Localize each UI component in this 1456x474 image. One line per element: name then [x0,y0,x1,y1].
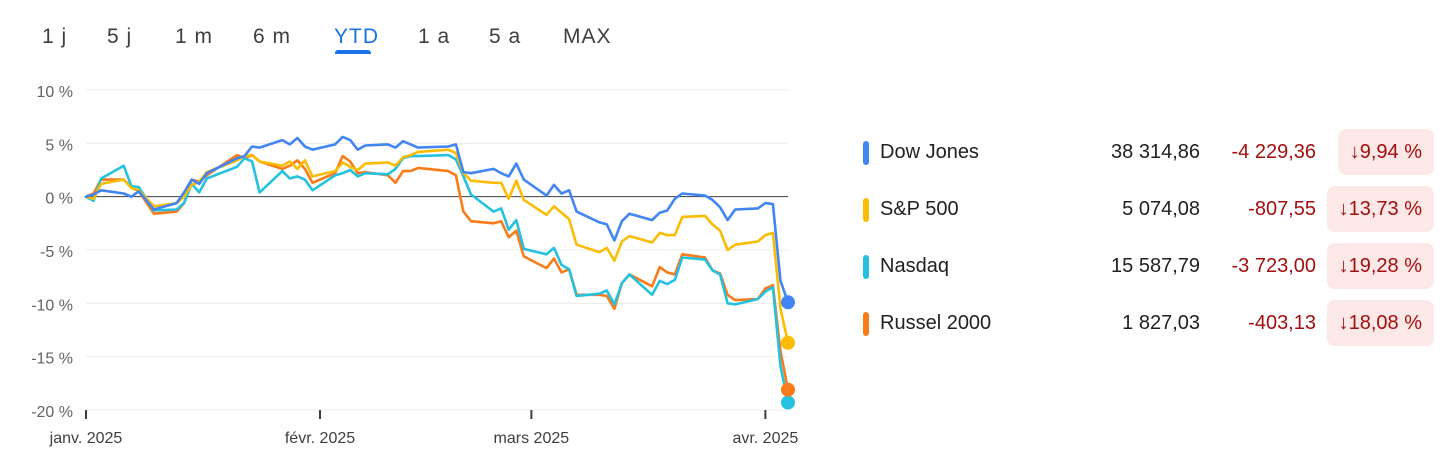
legend-name: Russel 2000 [880,312,992,334]
tab-1-month[interactable]: 1 m [175,25,214,48]
tab-1-day[interactable]: 1 j [42,25,68,48]
legend-swatch [863,255,869,279]
y-tick-label: 5 % [45,137,73,154]
arrow-down-icon: ↓ [1338,255,1349,277]
legend-row-sp-500[interactable]: S&P 500 5 074,08 -807,55 ↓13,73 % [858,186,1438,234]
series-end-point-nasdaq [781,395,795,410]
series-line-russel-2000 [84,153,790,392]
legend-swatch [863,141,869,165]
legend-percent: 13,73 % [1348,198,1422,220]
y-tick-label: -5 % [40,244,73,261]
tab-5-years[interactable]: 5 a [489,25,522,48]
legend-name: Nasdaq [880,255,949,277]
arrow-down-icon: ↓ [1338,198,1349,220]
legend-percent: 18,08 % [1348,312,1422,334]
x-tick-label: févr. 2025 [285,430,355,447]
tab-ytd[interactable]: YTD [334,25,379,48]
legend-row-dow-jones[interactable]: Dow Jones 38 314,86 -4 229,36 ↓9,94 % [858,129,1438,177]
legend-name: Dow Jones [880,141,979,163]
x-tick-label: avr. 2025 [732,430,798,447]
legend-name: S&P 500 [880,198,959,220]
tab-5-days[interactable]: 5 j [107,25,133,48]
legend-percent: 19,28 % [1348,255,1422,277]
legend-row-russel-2000[interactable]: Russel 2000 1 827,03 -403,13 ↓18,08 % [858,300,1438,348]
y-tick-label: -10 % [31,297,73,314]
y-tick-label: 10 % [37,84,73,101]
series-line-nasdaq [84,153,790,404]
legend-percent: 9,94 % [1359,141,1422,163]
legend-value: 1 827,03 [1122,312,1200,334]
chart-legend: Dow Jones 38 314,86 -4 229,36 ↓9,94 % S&… [858,0,1448,474]
legend-swatch [863,312,869,336]
tab-max[interactable]: MAX [563,25,612,48]
legend-value: 38 314,86 [1111,141,1200,163]
legend-change: -3 723,00 [1231,255,1316,277]
range-tabs: 1 j 5 j 1 m 6 m YTD 1 a 5 a MAX [0,0,700,60]
legend-percent-badge: ↓19,28 % [1326,243,1434,289]
legend-percent-badge: ↓13,73 % [1326,186,1434,232]
legend-row-nasdaq[interactable]: Nasdaq 15 587,79 -3 723,00 ↓19,28 % [858,243,1438,291]
y-tick-label: 0 % [45,191,73,208]
tab-6-months[interactable]: 6 m [253,25,292,48]
arrow-down-icon: ↓ [1338,312,1349,334]
active-tab-indicator [335,50,371,54]
series-end-point-dow-jones [781,295,795,310]
legend-swatch [863,198,869,222]
legend-value: 15 587,79 [1111,255,1200,277]
x-tick-label: janv. 2025 [49,430,123,447]
series-end-point-s-p-500 [781,335,795,350]
legend-percent-badge: ↓9,94 % [1337,129,1434,175]
y-tick-label: -20 % [31,404,73,421]
series-line-dow-jones [84,135,790,304]
legend-change: -4 229,36 [1231,141,1316,163]
tab-1-year[interactable]: 1 a [418,25,451,48]
legend-value: 5 074,08 [1122,198,1200,220]
x-tick-label: mars 2025 [494,430,570,447]
performance-line-chart: 10 % 5 % 0 % -5 % -10 % -15 % -20 % janv. 2025 f… [31,84,798,447]
legend-change: -807,55 [1248,198,1316,220]
legend-change: -403,13 [1248,312,1316,334]
y-tick-label: -15 % [31,351,73,368]
legend-percent-badge: ↓18,08 % [1326,300,1434,346]
series-end-point-russel-2000 [781,382,795,397]
arrow-down-icon: ↓ [1349,141,1360,163]
